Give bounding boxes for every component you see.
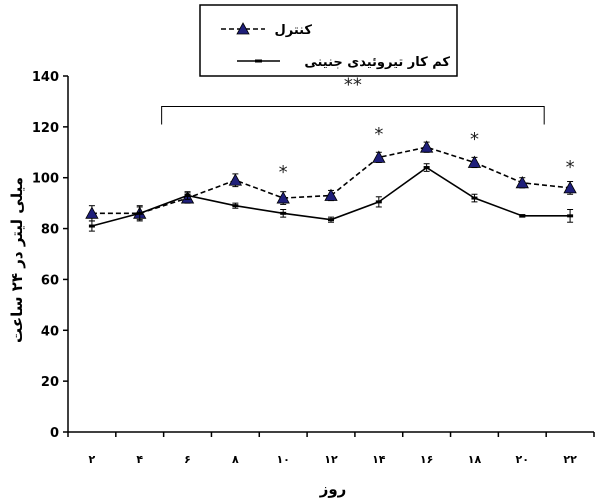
series-group [85, 140, 577, 232]
x-tick-label: ۸ [232, 453, 239, 466]
x-tick-label: ۶ [184, 453, 191, 466]
legend-label-control: کنترل [274, 23, 312, 38]
axis-ticks: 0 20 40 60 80 100 120 140 ۲ ۴ ۶ ۸ ۱۰ ۱۲ ۱۴ ۱۶ ۱۸ ۲۰ ۲۲ [32, 70, 595, 466]
y-tick-label: 140 [32, 70, 59, 85]
legend: کنترل کم کار تیروئیدی جنینی [199, 4, 458, 77]
bracket-significance-label: ** [344, 75, 362, 96]
data-point-triangle [85, 206, 99, 219]
series-control [85, 140, 577, 222]
significance-star: * [279, 162, 288, 183]
data-point-triangle [467, 155, 482, 168]
legend-label-hypothyroid: کم کار تیروئیدی جنینی [304, 55, 450, 70]
y-tick-label: 40 [41, 324, 59, 339]
y-tick-label: 80 [41, 223, 59, 238]
data-point-triangle [515, 175, 529, 189]
x-axis-title: روز [319, 480, 347, 498]
y-tick-label: 0 [50, 426, 59, 441]
x-tick-label: ۲۲ [563, 453, 577, 466]
x-tick-label: ۱۸ [468, 453, 482, 466]
significance-star: * [566, 157, 575, 178]
significance-annotations: **** ** [161, 75, 575, 183]
y-axis-title: میلی لیتر در ۲۴ ساعت [8, 177, 26, 343]
data-point-triangle [372, 150, 386, 163]
significance-star: * [374, 124, 383, 145]
x-tick-label: ۲۰ [516, 453, 529, 466]
data-point-triangle [563, 181, 577, 194]
data-point-triangle [276, 191, 290, 204]
legend-box [199, 4, 458, 77]
series-hypothyroid [88, 163, 574, 232]
y-tick-label: 20 [41, 375, 59, 390]
x-tick-label: ۱۴ [372, 453, 386, 466]
significance-star: * [470, 129, 479, 150]
series-line [91, 146, 571, 215]
x-tick-label: ۱۲ [324, 453, 338, 466]
x-tick-label: ۱۶ [420, 453, 433, 466]
legend-control-marker [236, 22, 250, 35]
data-point-triangle [228, 173, 243, 186]
y-tick-label: 100 [32, 172, 59, 187]
x-tick-label: ۲ [89, 453, 96, 466]
data-point-triangle [419, 140, 434, 153]
x-tick-label: ۱۰ [276, 453, 289, 466]
data-point-triangle [324, 188, 338, 201]
y-tick-label: 60 [41, 273, 59, 288]
significance-bracket [161, 106, 545, 125]
x-tick-label: ۴ [136, 453, 143, 466]
y-tick-label: 120 [32, 121, 59, 136]
